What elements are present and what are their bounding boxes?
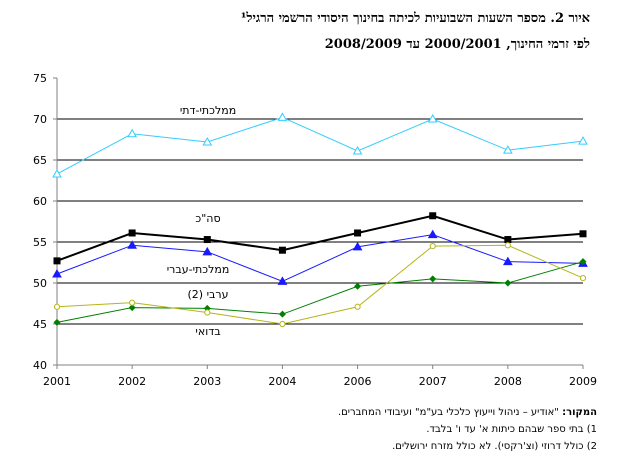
x-tick-label: 2004 (268, 375, 296, 388)
series-labels: ממלכתי-דתי סה"כ ממלכתי-עברי ערבי (2) בדואי (167, 104, 236, 338)
data-point (277, 276, 288, 285)
y-tick-label: 70 (33, 113, 47, 126)
axes: 40 45 50 55 60 65 70 75 2001 2002 2003 2004 2006 2007… (33, 72, 597, 388)
data-point (504, 236, 512, 244)
x-tick-label: 2002 (118, 375, 146, 388)
data-point (202, 246, 213, 256)
series (53, 212, 587, 265)
data-point (53, 303, 61, 310)
series-lines (52, 112, 588, 328)
source-note: המקור: "אודיע – ניהול וייעוץ כלכלי בע"מ"… (37, 404, 597, 421)
data-point (127, 240, 138, 249)
series (53, 258, 587, 326)
series (53, 242, 587, 328)
series-line (56, 116, 584, 175)
data-point (202, 136, 213, 146)
data-point (579, 274, 587, 282)
data-point (504, 279, 512, 287)
series (52, 112, 588, 178)
series-label: סה"כ (195, 212, 220, 225)
data-point (427, 229, 438, 239)
x-tick-label: 2009 (569, 375, 597, 388)
x-tick-label: 2007 (419, 375, 447, 388)
data-point (52, 268, 62, 278)
data-point (52, 168, 62, 178)
data-point (203, 236, 211, 244)
data-point (429, 243, 436, 250)
series-line (56, 214, 584, 262)
data-point (53, 257, 61, 265)
x-tick-label: 2001 (43, 375, 71, 388)
chart-notes: המקור: "אודיע – ניהול וייעוץ כלכלי בע"מ"… (37, 404, 597, 455)
series-label: בדואי (195, 325, 220, 338)
data-point (354, 229, 362, 237)
data-point (429, 275, 437, 283)
data-point (502, 145, 513, 154)
y-tick-label: 45 (33, 318, 47, 331)
footnote-1: 1) בתי ספר שבהם כיתות א' עד ו' בלבד. (426, 424, 597, 435)
footnote-2: 2) כולל דרוזי (וצ'רקסי). לא כולל מזרח יר… (392, 441, 597, 452)
data-point (127, 128, 138, 138)
data-point (427, 113, 438, 123)
x-tick-label: 2008 (494, 375, 522, 388)
data-point (277, 112, 288, 121)
data-point (53, 318, 61, 326)
data-point (278, 246, 286, 254)
gridlines (57, 118, 583, 325)
y-tick-label: 75 (33, 72, 47, 85)
data-point (129, 299, 136, 306)
chart-subtitle: לפי זרמי החינוך, 2000/2001 עד 2008/2009 (324, 37, 590, 52)
data-point (354, 303, 361, 310)
series-line (56, 261, 584, 323)
data-point (502, 256, 513, 266)
series-label: ממלכתי-עברי (167, 263, 230, 276)
data-point (579, 258, 587, 266)
y-tick-label: 50 (33, 277, 47, 290)
data-point (352, 145, 363, 155)
series-line (56, 234, 584, 282)
x-tick-label: 2006 (344, 375, 372, 388)
series-label: ממלכתי-דתי (180, 104, 236, 117)
data-point (579, 230, 587, 238)
series-label: ערבי (2) (188, 288, 229, 301)
y-tick-label: 55 (33, 236, 47, 249)
data-point (578, 136, 588, 145)
y-tick-label: 65 (33, 154, 47, 167)
chart-title: איור 2. מספר השעות השבועיות לכיתה בחינוך… (240, 11, 590, 26)
data-point (128, 304, 136, 312)
data-point (429, 212, 437, 220)
x-tick-label: 2003 (193, 375, 221, 388)
source-label: המקור: (562, 407, 597, 418)
data-point (354, 282, 362, 290)
series-line (56, 244, 584, 325)
y-tick-label: 60 (33, 195, 47, 208)
source-text: "אודיע – ניהול וייעוץ כלכלי בע"מ" ועיבוד… (337, 407, 559, 418)
data-point (128, 229, 136, 237)
data-point (279, 320, 286, 328)
data-point (504, 242, 511, 249)
y-tick-label: 40 (33, 359, 47, 372)
data-point (352, 241, 363, 251)
data-point (204, 309, 211, 316)
data-point (278, 310, 286, 318)
